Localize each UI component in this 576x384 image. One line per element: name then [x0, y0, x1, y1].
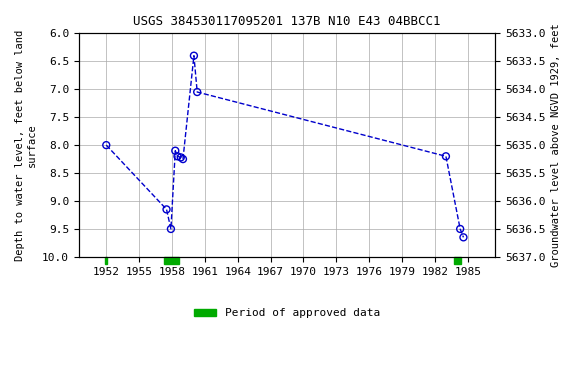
Legend: Period of approved data: Period of approved data [190, 304, 385, 323]
Point [179, 156, 188, 162]
Point [456, 226, 465, 232]
Point [176, 154, 185, 161]
Point [173, 153, 182, 159]
Point [441, 153, 450, 159]
Point [162, 206, 171, 212]
Y-axis label: Depth to water level, feet below land
surface: Depth to water level, feet below land su… [15, 30, 37, 261]
Point [101, 142, 111, 148]
Point [190, 53, 199, 59]
Y-axis label: Groundwater level above NGVD 1929, feet: Groundwater level above NGVD 1929, feet [551, 23, 561, 267]
FancyBboxPatch shape [453, 257, 461, 264]
Point [170, 147, 180, 154]
Title: USGS 384530117095201 137B N10 E43 04BBCC1: USGS 384530117095201 137B N10 E43 04BBCC… [133, 15, 441, 28]
FancyBboxPatch shape [164, 257, 179, 264]
FancyBboxPatch shape [105, 257, 107, 264]
Point [192, 89, 202, 95]
Point [166, 226, 176, 232]
Point [459, 234, 468, 240]
